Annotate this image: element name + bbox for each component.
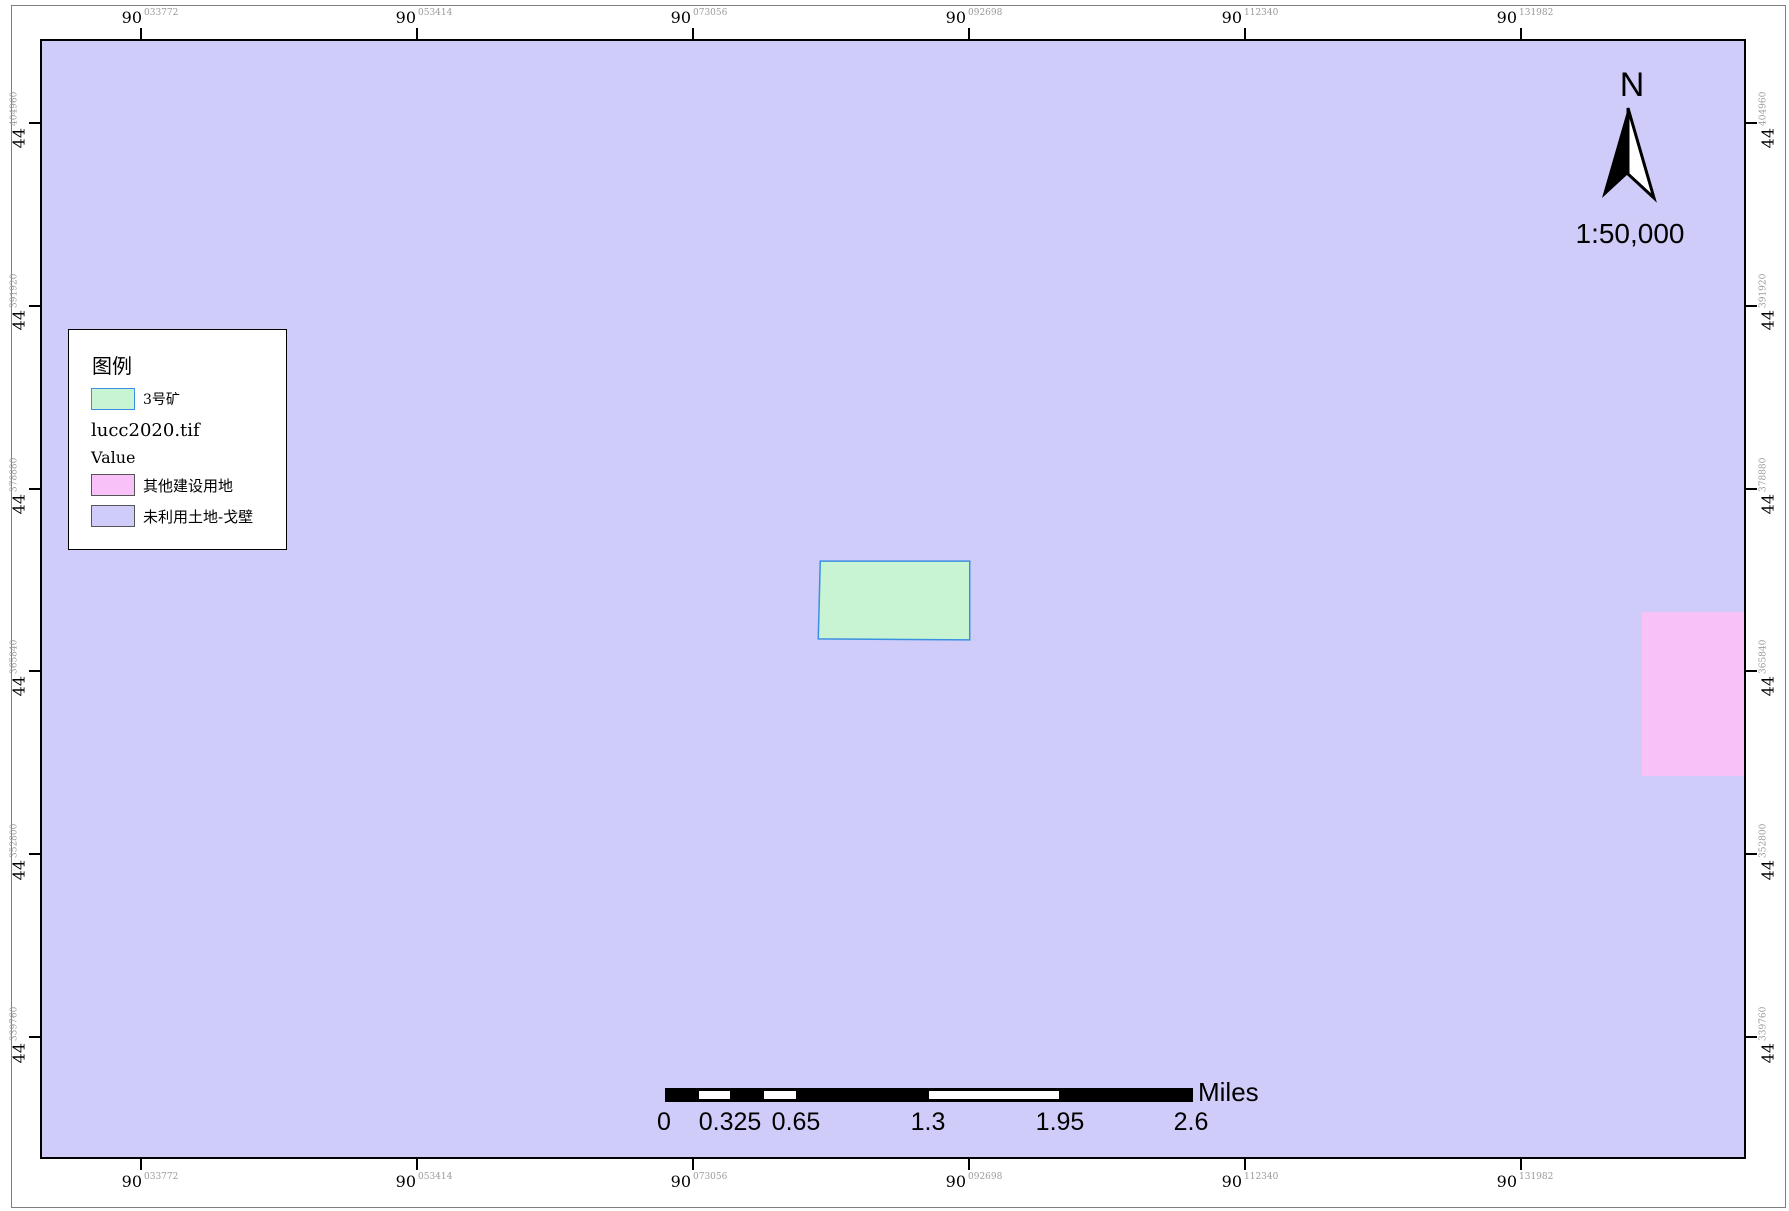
x-label-bottom-6: 90 131982: [1496, 1172, 1554, 1191]
map-frame[interactable]: [40, 39, 1746, 1159]
tick-left-5: [29, 853, 40, 855]
y-label-left-4: 44365840: [9, 639, 29, 697]
scalebar-label-4: 1.95: [1035, 1108, 1085, 1136]
tick-right-4: [1746, 670, 1757, 672]
scalebar-label-0: 0: [657, 1108, 671, 1136]
tick-right-6: [1746, 1036, 1757, 1038]
tick-right-1: [1746, 122, 1757, 124]
scalebar-label-5: 2.6: [1173, 1108, 1209, 1136]
x-label-bottom-5: 90 112340: [1221, 1172, 1279, 1191]
y-label-left-6: 44339760: [9, 1006, 29, 1064]
x-label-bottom-1: 90 033772: [121, 1172, 179, 1191]
legend-swatch-unused-gobi: [91, 505, 135, 527]
legend-swatch-other-construction: [91, 474, 135, 496]
legend-label-unused-gobi: 未利用土地-戈壁: [143, 508, 254, 526]
scalebar-label-2: 0.65: [771, 1108, 821, 1136]
x-label-bottom-4: 90 092698: [945, 1172, 1003, 1191]
y-label-right-6: 44339760: [1758, 1006, 1778, 1064]
other-construction-land-patch[interactable]: [1642, 612, 1744, 776]
y-label-right-4: 44365840: [1758, 639, 1778, 697]
legend-field-name: Value: [91, 448, 136, 467]
scalebar-label-1: 0.325: [698, 1108, 762, 1136]
tick-top-6: [1520, 28, 1522, 39]
scale-text: 1:50,000: [1575, 218, 1685, 249]
tick-bottom-2: [416, 1159, 418, 1170]
north-letter: N: [1619, 66, 1645, 104]
tick-left-6: [29, 1036, 40, 1038]
y-label-right-3: 44378880: [1758, 457, 1778, 515]
mine-3-polygon[interactable]: [42, 41, 1744, 1157]
map-legend: 图例 3号矿 lucc2020.tif Value 其他建设用地 未利用土地-戈…: [68, 329, 287, 550]
tick-bottom-5: [1244, 1159, 1246, 1170]
x-label-bottom-3: 90 073056: [670, 1172, 728, 1191]
scalebar-unit: Miles: [1198, 1077, 1259, 1107]
x-label-top-3: 90 073056: [670, 8, 728, 27]
tick-left-4: [29, 670, 40, 672]
y-label-right-5: 44352800: [1758, 823, 1778, 881]
tick-bottom-4: [968, 1159, 970, 1170]
x-label-top-5: 90 112340: [1221, 8, 1279, 27]
tick-left-3: [29, 488, 40, 490]
x-label-top-2: 90 053414: [395, 8, 453, 27]
legend-raster-name: lucc2020.tif: [91, 420, 200, 441]
north-arrow-icon: [1602, 107, 1657, 203]
y-label-right-2: 44391920: [1758, 273, 1778, 331]
tick-top-2: [416, 28, 418, 39]
scalebar-label-3: 1.3: [910, 1108, 946, 1136]
tick-right-5: [1746, 853, 1757, 855]
legend-label-other-construction: 其他建设用地: [143, 477, 234, 495]
x-label-top-1: 90 033772: [121, 8, 179, 27]
x-label-bottom-2: 90 053414: [395, 1172, 453, 1191]
y-label-right-1: 44404960: [1758, 91, 1778, 149]
y-label-left-2: 44391920: [9, 273, 29, 331]
x-label-top-4: 90 092698: [945, 8, 1003, 27]
tick-top-4: [968, 28, 970, 39]
tick-bottom-6: [1520, 1159, 1522, 1170]
tick-top-3: [692, 28, 694, 39]
tick-bottom-3: [692, 1159, 694, 1170]
tick-left-2: [29, 305, 40, 307]
legend-title: 图例: [92, 354, 132, 378]
tick-right-3: [1746, 488, 1757, 490]
legend-swatch-mine: [91, 388, 135, 410]
scale-bar: [665, 1088, 1193, 1102]
tick-left-1: [29, 122, 40, 124]
x-label-top-6: 90 131982: [1496, 8, 1554, 27]
y-label-left-1: 44404960: [9, 91, 29, 149]
y-label-left-3: 44378880: [9, 457, 29, 515]
tick-top-5: [1244, 28, 1246, 39]
tick-bottom-1: [140, 1159, 142, 1170]
y-label-left-5: 44352800: [9, 823, 29, 881]
tick-top-1: [140, 28, 142, 39]
tick-right-2: [1746, 305, 1757, 307]
page-border: [11, 5, 1786, 1208]
legend-label-mine: 3号矿: [143, 392, 180, 408]
